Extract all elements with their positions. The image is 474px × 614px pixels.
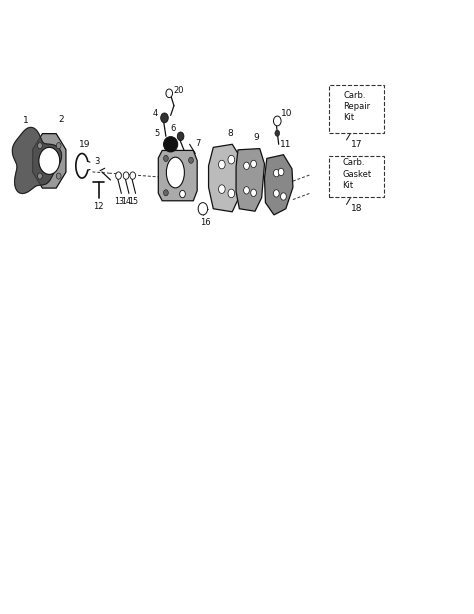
Circle shape <box>251 189 256 196</box>
Ellipse shape <box>164 137 178 152</box>
Bar <box>329 157 384 196</box>
Circle shape <box>198 203 208 215</box>
Circle shape <box>164 190 168 196</box>
Circle shape <box>273 116 281 126</box>
Text: 5: 5 <box>155 129 160 138</box>
Circle shape <box>278 168 284 176</box>
Polygon shape <box>236 149 264 211</box>
Text: 8: 8 <box>227 130 233 138</box>
Text: 3: 3 <box>94 157 100 166</box>
Text: 2: 2 <box>58 115 64 123</box>
Circle shape <box>116 172 121 179</box>
Circle shape <box>281 193 286 200</box>
Text: 13: 13 <box>114 197 124 206</box>
Circle shape <box>166 89 173 98</box>
Text: 1: 1 <box>23 117 28 125</box>
Circle shape <box>123 172 129 179</box>
Circle shape <box>161 113 168 123</box>
FancyBboxPatch shape <box>329 156 384 197</box>
Text: 17: 17 <box>351 140 363 149</box>
Polygon shape <box>264 155 293 215</box>
Circle shape <box>273 190 279 197</box>
Text: Carb.
Gasket
Kit: Carb. Gasket Kit <box>342 158 371 190</box>
Circle shape <box>244 162 249 169</box>
Text: 18: 18 <box>351 204 363 213</box>
Text: 12: 12 <box>93 203 104 211</box>
Circle shape <box>228 155 235 164</box>
Text: 20: 20 <box>173 87 184 95</box>
Circle shape <box>56 173 61 179</box>
Circle shape <box>180 190 185 198</box>
Circle shape <box>39 147 60 174</box>
Circle shape <box>37 173 42 179</box>
Text: 7: 7 <box>195 139 201 147</box>
Text: 16: 16 <box>200 218 210 227</box>
Text: 6: 6 <box>170 125 176 133</box>
Circle shape <box>189 157 193 163</box>
Circle shape <box>244 187 249 194</box>
Circle shape <box>273 169 279 177</box>
Circle shape <box>130 172 136 179</box>
FancyBboxPatch shape <box>329 85 384 133</box>
Circle shape <box>219 160 225 169</box>
Text: 15: 15 <box>128 197 138 206</box>
Text: 9: 9 <box>253 133 259 142</box>
Text: 4: 4 <box>152 109 158 118</box>
Circle shape <box>251 160 256 168</box>
Text: Carb.
Repair
Kit: Carb. Repair Kit <box>343 91 370 122</box>
Polygon shape <box>12 127 62 193</box>
Text: 19: 19 <box>79 140 90 149</box>
Polygon shape <box>33 134 66 188</box>
Circle shape <box>37 142 42 149</box>
Ellipse shape <box>166 157 184 188</box>
Circle shape <box>275 130 280 136</box>
Circle shape <box>177 132 184 141</box>
Text: 14: 14 <box>121 197 132 206</box>
Circle shape <box>228 189 235 198</box>
Text: 11: 11 <box>280 140 292 149</box>
Bar <box>329 86 384 132</box>
Circle shape <box>219 185 225 193</box>
Polygon shape <box>209 144 242 212</box>
Circle shape <box>56 142 61 149</box>
Text: 10: 10 <box>281 109 292 118</box>
Polygon shape <box>158 150 197 201</box>
Circle shape <box>164 155 168 161</box>
